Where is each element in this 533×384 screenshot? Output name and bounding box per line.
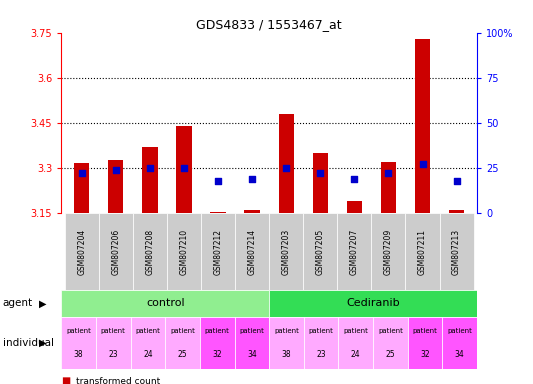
Bar — [167, 213, 201, 290]
Bar — [440, 213, 474, 290]
Text: GSM807207: GSM807207 — [350, 228, 359, 275]
Bar — [269, 213, 303, 290]
Text: patient: patient — [170, 328, 195, 334]
Point — [146, 165, 154, 171]
Text: GSM807209: GSM807209 — [384, 228, 393, 275]
Bar — [235, 317, 269, 369]
Bar — [372, 213, 406, 290]
Bar — [176, 126, 192, 213]
Text: 38: 38 — [281, 349, 292, 359]
Text: patient: patient — [66, 328, 91, 334]
Bar — [61, 317, 96, 369]
Text: patient: patient — [447, 328, 472, 334]
Bar — [96, 317, 131, 369]
Bar — [415, 39, 430, 213]
Bar — [381, 162, 396, 213]
Bar — [442, 317, 477, 369]
Bar — [235, 213, 269, 290]
Text: patient: patient — [135, 328, 160, 334]
Text: 38: 38 — [74, 349, 84, 359]
Bar — [131, 317, 165, 369]
Point — [214, 177, 222, 184]
Text: patient: patient — [239, 328, 264, 334]
Text: GSM807213: GSM807213 — [452, 228, 461, 275]
Bar — [200, 317, 235, 369]
Text: patient: patient — [378, 328, 403, 334]
Text: GSM807204: GSM807204 — [77, 228, 86, 275]
Bar — [99, 213, 133, 290]
Text: ■: ■ — [61, 376, 70, 384]
Text: GSM807211: GSM807211 — [418, 228, 427, 275]
Bar — [313, 153, 328, 213]
Bar — [201, 213, 235, 290]
Bar — [133, 213, 167, 290]
Bar — [338, 317, 373, 369]
Point — [316, 170, 325, 177]
Bar — [269, 317, 304, 369]
Text: 34: 34 — [455, 349, 465, 359]
Text: GSM807208: GSM807208 — [146, 228, 155, 275]
Bar — [346, 201, 362, 213]
Text: control: control — [146, 298, 184, 308]
Point — [111, 167, 120, 173]
Text: GSM807206: GSM807206 — [111, 228, 120, 275]
Text: patient: patient — [309, 328, 334, 334]
Text: patient: patient — [101, 328, 126, 334]
Bar — [279, 114, 294, 213]
Bar — [269, 290, 477, 317]
Text: ▶: ▶ — [39, 338, 47, 348]
Text: patient: patient — [343, 328, 368, 334]
Text: GSM807212: GSM807212 — [214, 228, 223, 275]
Text: 25: 25 — [177, 349, 188, 359]
Bar — [74, 164, 90, 213]
Text: 32: 32 — [420, 349, 430, 359]
Point — [418, 161, 427, 167]
Text: 23: 23 — [108, 349, 118, 359]
Text: 34: 34 — [247, 349, 257, 359]
Bar — [165, 317, 200, 369]
Text: GSM807214: GSM807214 — [248, 228, 256, 275]
Text: patient: patient — [274, 328, 299, 334]
Text: 24: 24 — [351, 349, 361, 359]
Text: GSM807210: GSM807210 — [180, 228, 189, 275]
Bar — [245, 210, 260, 213]
Bar — [304, 317, 338, 369]
Text: transformed count: transformed count — [76, 377, 160, 384]
Text: Cediranib: Cediranib — [346, 298, 400, 308]
Text: ▶: ▶ — [39, 298, 47, 308]
Point — [350, 176, 359, 182]
Text: individual: individual — [3, 338, 54, 348]
Bar — [211, 212, 225, 213]
Point — [77, 170, 86, 177]
Text: GSM807205: GSM807205 — [316, 228, 325, 275]
Text: 24: 24 — [143, 349, 153, 359]
Bar — [337, 213, 372, 290]
Text: patient: patient — [205, 328, 230, 334]
Bar — [64, 213, 99, 290]
Point — [282, 165, 290, 171]
Point — [384, 170, 393, 177]
Title: GDS4833 / 1553467_at: GDS4833 / 1553467_at — [196, 18, 342, 31]
Text: agent: agent — [3, 298, 33, 308]
Bar — [303, 213, 337, 290]
Bar — [449, 210, 464, 213]
Bar — [408, 317, 442, 369]
Bar — [406, 213, 440, 290]
Text: GSM807203: GSM807203 — [282, 228, 290, 275]
Text: 32: 32 — [212, 349, 222, 359]
Bar — [373, 317, 408, 369]
Text: 23: 23 — [316, 349, 326, 359]
Text: patient: patient — [413, 328, 438, 334]
Text: 25: 25 — [385, 349, 395, 359]
Point — [180, 165, 188, 171]
Bar — [142, 147, 158, 213]
Bar — [108, 161, 124, 213]
Bar — [61, 290, 269, 317]
Point — [248, 176, 256, 182]
Point — [453, 177, 461, 184]
